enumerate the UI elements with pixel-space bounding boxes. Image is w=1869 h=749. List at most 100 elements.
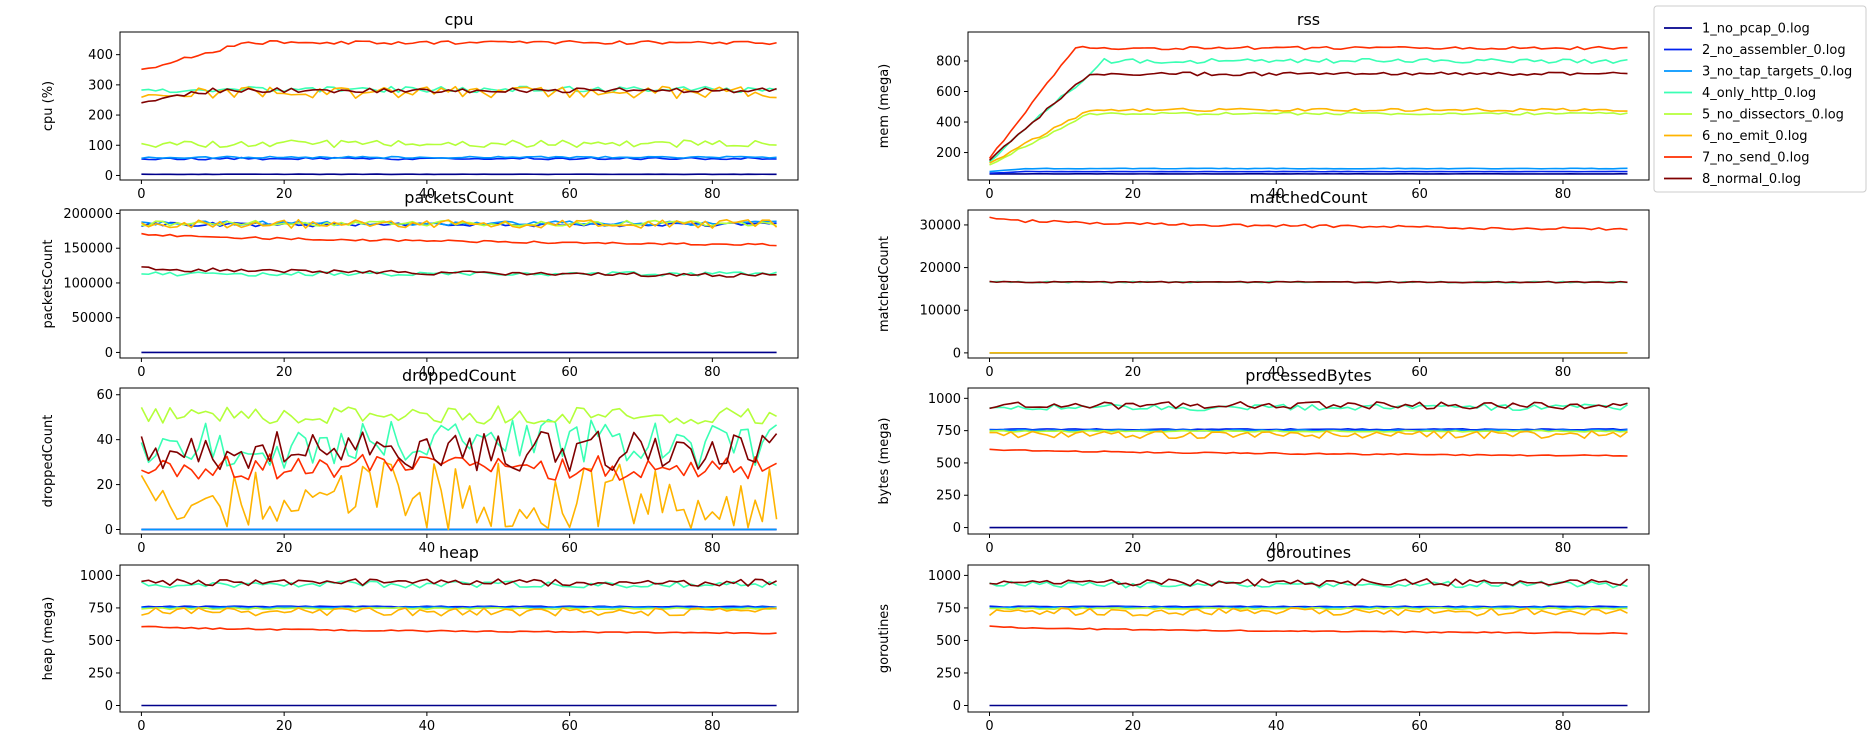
y-tick-label: 1000 [928,392,961,407]
y-tick-label: 0 [953,521,961,536]
plot-frame [968,388,1649,534]
series-line-matchedCount-7_no_send_0.log [990,217,1628,230]
x-tick-label: 0 [985,365,993,380]
legend-entry: 5_no_dissectors_0.log [1702,108,1844,123]
series-line-packetsCount-7_no_send_0.log [141,234,776,246]
y-tick-label: 1000 [928,569,961,584]
panel-title: cpu [444,10,473,29]
x-tick-label: 40 [419,719,436,734]
x-tick-label: 0 [985,187,993,202]
series-line-heap-5_no_dissectors_0.log [141,608,776,610]
y-tick-label: 500 [936,456,961,471]
x-tick-label: 60 [1411,541,1428,556]
y-axis-label: bytes (mega) [877,418,892,505]
y-tick-label: 10000 [920,304,961,319]
y-tick-label: 750 [936,424,961,439]
panel-title: matchedCount [1249,188,1367,207]
panel-title: packetsCount [404,188,513,207]
x-tick-label: 20 [1125,365,1142,380]
series-line-packetsCount-8_normal_0.log [141,267,776,277]
x-tick-label: 80 [1555,541,1572,556]
y-tick-label: 500 [936,634,961,649]
x-tick-label: 60 [561,719,578,734]
legend-entry: 1_no_pcap_0.log [1702,22,1810,37]
x-tick-label: 40 [419,541,436,556]
y-tick-label: 600 [936,85,961,100]
y-tick-label: 100000 [63,276,113,291]
y-tick-label: 1000 [80,569,113,584]
y-tick-label: 40 [96,433,113,448]
legend-entry: 8_normal_0.log [1702,172,1801,187]
series-line-droppedCount-5_no_dissectors_0.log [141,406,776,424]
y-tick-label: 60 [96,388,113,403]
y-axis-label: goroutines [877,604,892,673]
series-line-rss-5_no_dissectors_0.log [990,112,1628,164]
y-tick-label: 200000 [63,207,113,222]
y-tick-label: 500 [88,634,113,649]
y-axis-label: droppedCount [41,415,56,508]
series-line-rss-2_no_assembler_0.log [990,171,1628,173]
y-tick-label: 0 [105,699,113,714]
legend-entry: 7_no_send_0.log [1702,151,1809,166]
x-tick-label: 20 [1125,541,1142,556]
y-tick-label: 0 [105,523,113,538]
plot-frame [120,565,798,712]
x-tick-label: 0 [137,187,145,202]
y-tick-label: 750 [88,601,113,616]
plot-frame [120,210,798,358]
series-line-rss-8_normal_0.log [990,72,1628,160]
x-tick-label: 0 [985,719,993,734]
series-line-rss-7_no_send_0.log [990,47,1628,159]
y-tick-label: 250 [88,666,113,681]
x-tick-label: 20 [1125,719,1142,734]
y-axis-label: mem (mega) [877,64,892,148]
y-tick-label: 0 [953,699,961,714]
y-tick-label: 750 [936,601,961,616]
series-line-cpu-3_no_tap_targets_0.log [141,156,776,158]
x-tick-label: 80 [1555,187,1572,202]
x-tick-label: 20 [276,541,293,556]
series-line-matchedCount-8_normal_0.log [990,281,1628,282]
y-tick-label: 800 [936,54,961,69]
series-line-processedBytes-7_no_send_0.log [990,449,1628,456]
x-tick-label: 60 [1411,187,1428,202]
x-tick-label: 60 [561,365,578,380]
series-line-goroutines-7_no_send_0.log [990,626,1628,634]
series-line-cpu-6_no_emit_0.log [141,86,776,98]
x-tick-label: 80 [1555,719,1572,734]
x-tick-label: 60 [561,187,578,202]
legend-entry: 3_no_tap_targets_0.log [1702,65,1852,80]
panel-title: droppedCount [402,366,516,385]
panel-droppedCount: 0 20 40 60 80 0 20 40 60 droppedCount droppedCount [41,366,798,556]
x-tick-label: 20 [276,187,293,202]
y-tick-label: 20000 [920,261,961,276]
y-axis-label: packetsCount [41,240,56,329]
legend-entry: 2_no_assembler_0.log [1702,43,1846,58]
x-tick-label: 60 [1411,365,1428,380]
x-tick-label: 0 [137,365,145,380]
y-tick-label: 50000 [72,311,113,326]
y-axis-label: heap (mega) [41,597,56,681]
y-tick-label: 400 [936,116,961,131]
plot-frame [968,565,1649,712]
y-tick-label: 100 [88,139,113,154]
y-tick-label: 0 [105,346,113,361]
y-axis-label: cpu (%) [41,81,56,131]
y-tick-label: 20 [96,478,113,493]
y-tick-label: 30000 [920,218,961,233]
legend-entry: 6_no_emit_0.log [1702,129,1808,144]
x-tick-label: 80 [704,365,721,380]
x-tick-label: 80 [704,187,721,202]
legend-entry: 4_only_http_0.log [1702,86,1816,101]
series-line-rss-6_no_emit_0.log [990,108,1628,163]
y-tick-label: 250 [936,666,961,681]
